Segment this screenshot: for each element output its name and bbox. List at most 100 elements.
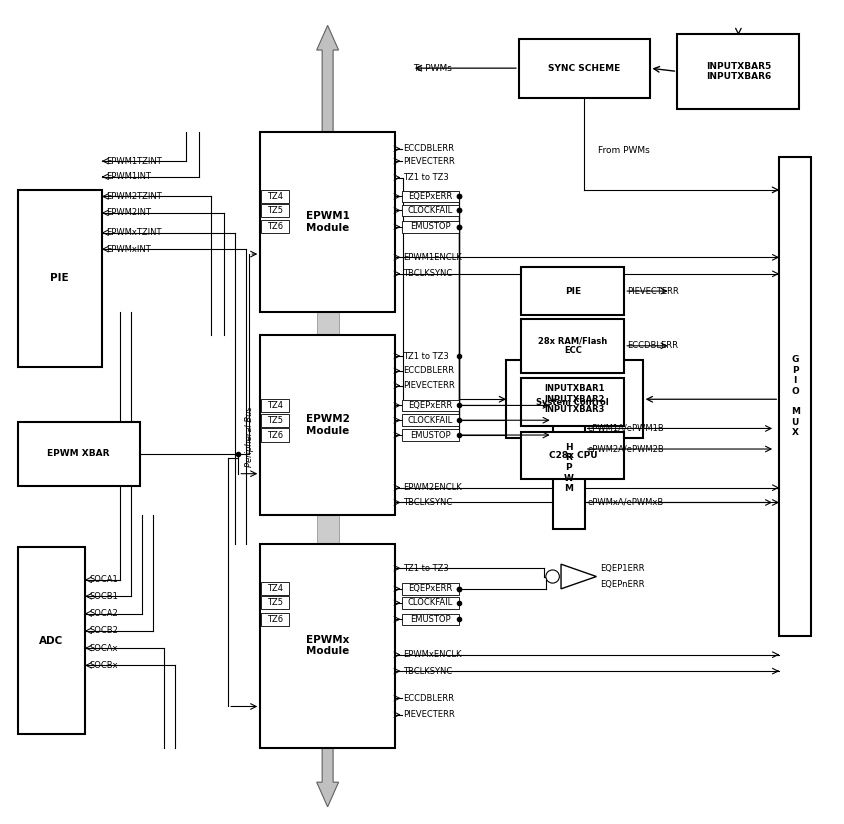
Text: EPWM2TZINT: EPWM2TZINT <box>106 192 162 201</box>
Bar <box>18 422 140 486</box>
Text: ECCDBLERR: ECCDBLERR <box>403 367 454 376</box>
Text: EPWM1TZINT: EPWM1TZINT <box>106 157 162 166</box>
Bar <box>522 319 625 372</box>
Text: PIEVECTERR: PIEVECTERR <box>627 287 679 296</box>
Text: EQEPxERR: EQEPxERR <box>408 584 452 593</box>
Text: EPWM2ENCLK: EPWM2ENCLK <box>403 483 463 492</box>
Bar <box>316 311 338 335</box>
Text: TBCLKSYNC: TBCLKSYNC <box>403 498 452 507</box>
Text: EPWMxINT: EPWMxINT <box>106 245 151 254</box>
Text: EPWMxTZINT: EPWMxTZINT <box>106 228 161 237</box>
Text: System Control: System Control <box>537 398 609 406</box>
Text: EQEPnERR: EQEPnERR <box>600 580 644 589</box>
Bar <box>260 544 395 747</box>
Text: EQEPxERR: EQEPxERR <box>408 401 452 410</box>
Text: CLOCKFAIL: CLOCKFAIL <box>408 206 453 215</box>
Text: ECCDBLERR: ECCDBLERR <box>627 341 678 350</box>
Text: ePWM2A/ePWM2B: ePWM2A/ePWM2B <box>588 444 665 453</box>
Text: EPWM1ENCLK: EPWM1ENCLK <box>403 253 463 262</box>
FancyBboxPatch shape <box>261 428 289 442</box>
Text: TZ4: TZ4 <box>267 584 283 593</box>
FancyBboxPatch shape <box>402 583 459 595</box>
Text: EQEP1ERR: EQEP1ERR <box>600 564 644 573</box>
Text: EPWM2
Module: EPWM2 Module <box>306 414 349 436</box>
Text: EPWM XBAR: EPWM XBAR <box>47 449 110 458</box>
Bar <box>522 378 625 426</box>
Text: TZ6: TZ6 <box>267 615 283 624</box>
FancyBboxPatch shape <box>402 597 459 609</box>
Text: TZ1 to TZ3: TZ1 to TZ3 <box>403 173 449 182</box>
Text: CLOCKFAIL: CLOCKFAIL <box>408 416 453 424</box>
Text: TBCLKSYNC: TBCLKSYNC <box>403 667 452 676</box>
Text: EMUSTOP: EMUSTOP <box>410 430 451 439</box>
Bar <box>18 190 102 367</box>
Text: 28x RAM/Flash
ECC: 28x RAM/Flash ECC <box>538 336 608 355</box>
Text: EPWMx
Module: EPWMx Module <box>306 634 349 657</box>
Text: SYNC SCHEME: SYNC SCHEME <box>548 63 620 73</box>
FancyBboxPatch shape <box>261 414 289 427</box>
Text: From PWMs: From PWMs <box>598 146 650 155</box>
Text: ECCDBLERR: ECCDBLERR <box>403 694 454 703</box>
Text: EPWMxENCLK: EPWMxENCLK <box>403 650 462 659</box>
Text: INPUTXBAR1
INPUTXBAR2
INPUTXBAR3: INPUTXBAR1 INPUTXBAR2 INPUTXBAR3 <box>544 384 605 414</box>
Text: EQEPxERR: EQEPxERR <box>408 192 452 201</box>
Text: TZ6: TZ6 <box>267 222 283 232</box>
Bar <box>678 34 799 110</box>
Text: TBCLKSYNC: TBCLKSYNC <box>403 269 452 279</box>
FancyBboxPatch shape <box>261 613 289 626</box>
FancyBboxPatch shape <box>402 400 459 411</box>
Text: TZ6: TZ6 <box>267 430 283 439</box>
FancyBboxPatch shape <box>261 597 289 610</box>
Text: PIEVECTERR: PIEVECTERR <box>403 710 455 719</box>
Polygon shape <box>561 564 597 589</box>
Text: TZ5: TZ5 <box>267 598 283 607</box>
Text: ECCDBLERR: ECCDBLERR <box>403 144 454 153</box>
Text: EPWM1INT: EPWM1INT <box>106 172 151 181</box>
FancyBboxPatch shape <box>402 221 459 232</box>
Text: H
R
P
W
M: H R P W M <box>564 442 574 494</box>
Text: SOCBx: SOCBx <box>89 661 118 670</box>
Bar <box>316 515 338 544</box>
Circle shape <box>546 570 560 583</box>
Text: TZ4: TZ4 <box>267 192 283 201</box>
FancyBboxPatch shape <box>261 583 289 596</box>
Bar <box>522 432 625 480</box>
Text: PIEVECTERR: PIEVECTERR <box>403 382 455 391</box>
Text: SOCAx: SOCAx <box>89 644 117 653</box>
Text: PIE: PIE <box>51 274 69 283</box>
FancyBboxPatch shape <box>261 204 289 217</box>
Text: TZ1 to TZ3: TZ1 to TZ3 <box>403 352 449 361</box>
Bar <box>519 39 650 98</box>
Text: EPWM2INT: EPWM2INT <box>106 208 151 218</box>
Text: TZ5: TZ5 <box>267 206 283 215</box>
Text: SOCB1: SOCB1 <box>89 592 118 601</box>
FancyBboxPatch shape <box>261 399 289 412</box>
Polygon shape <box>316 747 338 807</box>
FancyBboxPatch shape <box>402 204 459 216</box>
Text: SOCA2: SOCA2 <box>89 609 118 618</box>
Text: EMUSTOP: EMUSTOP <box>410 222 451 232</box>
Bar <box>18 547 85 734</box>
Polygon shape <box>316 26 338 133</box>
FancyBboxPatch shape <box>261 190 289 203</box>
Text: ePWM1A/ePWM1B: ePWM1A/ePWM1B <box>588 424 665 433</box>
Text: TZ4: TZ4 <box>267 401 283 410</box>
Text: CLOCKFAIL: CLOCKFAIL <box>408 598 453 607</box>
Text: TZ1 to TZ3: TZ1 to TZ3 <box>403 564 449 573</box>
FancyBboxPatch shape <box>261 220 289 233</box>
Bar <box>260 133 395 311</box>
Text: C28x CPU: C28x CPU <box>549 451 598 460</box>
Text: INPUTXBAR5
INPUTXBAR6: INPUTXBAR5 INPUTXBAR6 <box>706 62 771 81</box>
Text: G
P
I
O

M
U
X: G P I O M U X <box>791 355 800 438</box>
Text: PIE: PIE <box>565 287 581 296</box>
Text: ePWMxA/ePWMxB: ePWMxA/ePWMxB <box>588 498 664 507</box>
FancyBboxPatch shape <box>402 190 459 202</box>
Text: SOCB2: SOCB2 <box>89 626 118 635</box>
FancyBboxPatch shape <box>402 414 459 426</box>
Text: SOCA1: SOCA1 <box>89 575 118 584</box>
Text: TZ5: TZ5 <box>267 416 283 424</box>
Text: EPWM1
Module: EPWM1 Module <box>306 211 349 232</box>
FancyBboxPatch shape <box>402 429 459 441</box>
Text: PIEVECTERR: PIEVECTERR <box>403 157 455 166</box>
Bar <box>553 407 585 529</box>
